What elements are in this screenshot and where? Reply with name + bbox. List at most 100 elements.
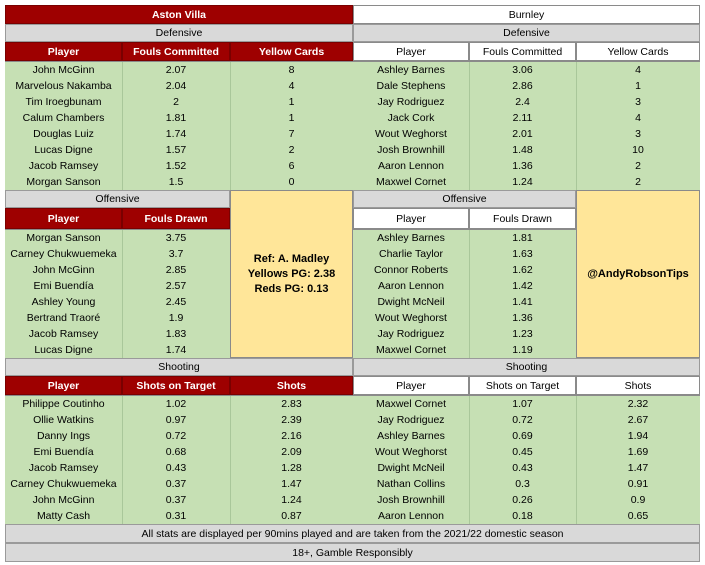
stat-value-cell: 1.69 (576, 444, 700, 460)
column-header: Shots (576, 376, 700, 395)
stat-value-cell: 1.63 (469, 246, 576, 262)
player-name-cell: Jacob Ramsey (5, 158, 122, 174)
stat-value-cell: 0.72 (469, 412, 576, 428)
player-name-cell: Aaron Lennon (353, 158, 469, 174)
stat-value-cell: 2.09 (230, 444, 353, 460)
column-divider (230, 62, 231, 190)
stat-value-cell: 1.83 (122, 326, 230, 342)
column-header: Shots (230, 376, 353, 395)
stat-value-cell: 0.97 (122, 412, 230, 428)
stat-value-cell: 2.67 (576, 412, 700, 428)
villa-defensive-label: Defensive (5, 24, 353, 42)
stat-value-cell: 1.41 (469, 294, 576, 310)
stat-value-cell: 0.26 (469, 492, 576, 508)
stat-value-cell: 10 (576, 142, 700, 158)
stats-disclaimer: All stats are displayed per 90mins playe… (5, 524, 700, 543)
player-name-cell: Nathan Collins (353, 476, 469, 492)
player-name-cell: Emi Buendía (5, 278, 122, 294)
column-header: Player (5, 208, 122, 229)
stat-value-cell: 1.47 (576, 460, 700, 476)
stat-value-cell: 4 (230, 78, 353, 94)
column-header: Player (353, 42, 469, 61)
stat-value-cell: 2.57 (122, 278, 230, 294)
referee-name: Ref: A. Madley (253, 252, 330, 265)
stat-value-cell: 2.85 (122, 262, 230, 278)
column-header: Shots on Target (122, 376, 230, 395)
player-name-cell: Charlie Taylor (353, 246, 469, 262)
player-name-cell: Morgan Sanson (5, 230, 122, 246)
stat-value-cell: 1.47 (230, 476, 353, 492)
author-handle-box: @AndyRobsonTips (576, 190, 700, 358)
stat-value-cell: 0.87 (230, 508, 353, 524)
stat-value-cell: 1.5 (122, 174, 230, 190)
stat-value-cell: 1.81 (469, 230, 576, 246)
column-divider (230, 396, 231, 524)
stat-value-cell: 7 (230, 126, 353, 142)
stat-value-cell: 6 (230, 158, 353, 174)
stat-value-cell: 3.75 (122, 230, 230, 246)
column-divider (122, 230, 123, 358)
player-name-cell: Maxwel Cornet (353, 342, 469, 358)
stat-value-cell: 2 (230, 142, 353, 158)
player-name-cell: Douglas Luiz (5, 126, 122, 142)
player-name-cell: Wout Weghorst (353, 126, 469, 142)
stat-value-cell: 1.62 (469, 262, 576, 278)
stat-value-cell: 1.57 (122, 142, 230, 158)
player-name-cell: Carney Chukwuemeka (5, 476, 122, 492)
player-name-cell: Ashley Young (5, 294, 122, 310)
player-name-cell: Josh Brownhill (353, 492, 469, 508)
stat-value-cell: 2.04 (122, 78, 230, 94)
stat-value-cell: 8 (230, 62, 353, 78)
player-name-cell: Connor Roberts (353, 262, 469, 278)
player-name-cell: John McGinn (5, 62, 122, 78)
stat-value-cell: 1.52 (122, 158, 230, 174)
player-name-cell: Maxwel Cornet (353, 396, 469, 412)
stat-value-cell: 1.81 (122, 110, 230, 126)
stat-value-cell: 0.18 (469, 508, 576, 524)
stat-value-cell: 2 (576, 158, 700, 174)
stat-value-cell: 1.24 (469, 174, 576, 190)
column-divider (576, 396, 577, 524)
stat-value-cell: 2.01 (469, 126, 576, 142)
stat-value-cell: 3 (576, 126, 700, 142)
column-header: Fouls Drawn (469, 208, 576, 229)
player-name-cell: Jay Rodriguez (353, 412, 469, 428)
villa-shooting-label: Shooting (5, 358, 353, 376)
stat-value-cell: 0.72 (122, 428, 230, 444)
player-name-cell: Ashley Barnes (353, 230, 469, 246)
player-name-cell: Tim Iroegbunam (5, 94, 122, 110)
stat-value-cell: 2.32 (576, 396, 700, 412)
stat-value-cell: 1.74 (122, 342, 230, 358)
stat-value-cell: 3 (576, 94, 700, 110)
player-name-cell: Philippe Coutinho (5, 396, 122, 412)
stat-value-cell: 4 (576, 110, 700, 126)
burnley-shooting-label: Shooting (353, 358, 700, 376)
player-name-cell: Jacob Ramsey (5, 326, 122, 342)
stat-value-cell: 2.07 (122, 62, 230, 78)
villa-offensive-label: Offensive (5, 190, 230, 208)
column-header: Fouls Committed (469, 42, 576, 61)
stat-value-cell: 0.65 (576, 508, 700, 524)
column-header: Yellow Cards (576, 42, 700, 61)
stat-value-cell: 1.94 (576, 428, 700, 444)
stat-value-cell: 0.43 (122, 460, 230, 476)
stat-value-cell: 1.36 (469, 158, 576, 174)
stat-value-cell: 2.83 (230, 396, 353, 412)
referee-info-box: Ref: A. Madley Yellows PG: 2.38 Reds PG:… (230, 190, 353, 358)
player-name-cell: Emi Buendía (5, 444, 122, 460)
player-name-cell: Wout Weghorst (353, 444, 469, 460)
stat-value-cell: 0.43 (469, 460, 576, 476)
stat-value-cell: 2.39 (230, 412, 353, 428)
referee-yellows-per-game: Yellows PG: 2.38 (247, 267, 336, 280)
player-name-cell: Dwight McNeil (353, 460, 469, 476)
stat-value-cell: 0.37 (122, 492, 230, 508)
gamble-responsibly-notice: 18+, Gamble Responsibly (5, 543, 700, 562)
burnley-defensive-label: Defensive (353, 24, 700, 42)
stat-value-cell: 0.3 (469, 476, 576, 492)
column-divider (469, 230, 470, 358)
stat-value-cell: 2 (576, 174, 700, 190)
player-name-cell: Aaron Lennon (353, 508, 469, 524)
stat-value-cell: 2.16 (230, 428, 353, 444)
column-header: Fouls Committed (122, 42, 230, 61)
